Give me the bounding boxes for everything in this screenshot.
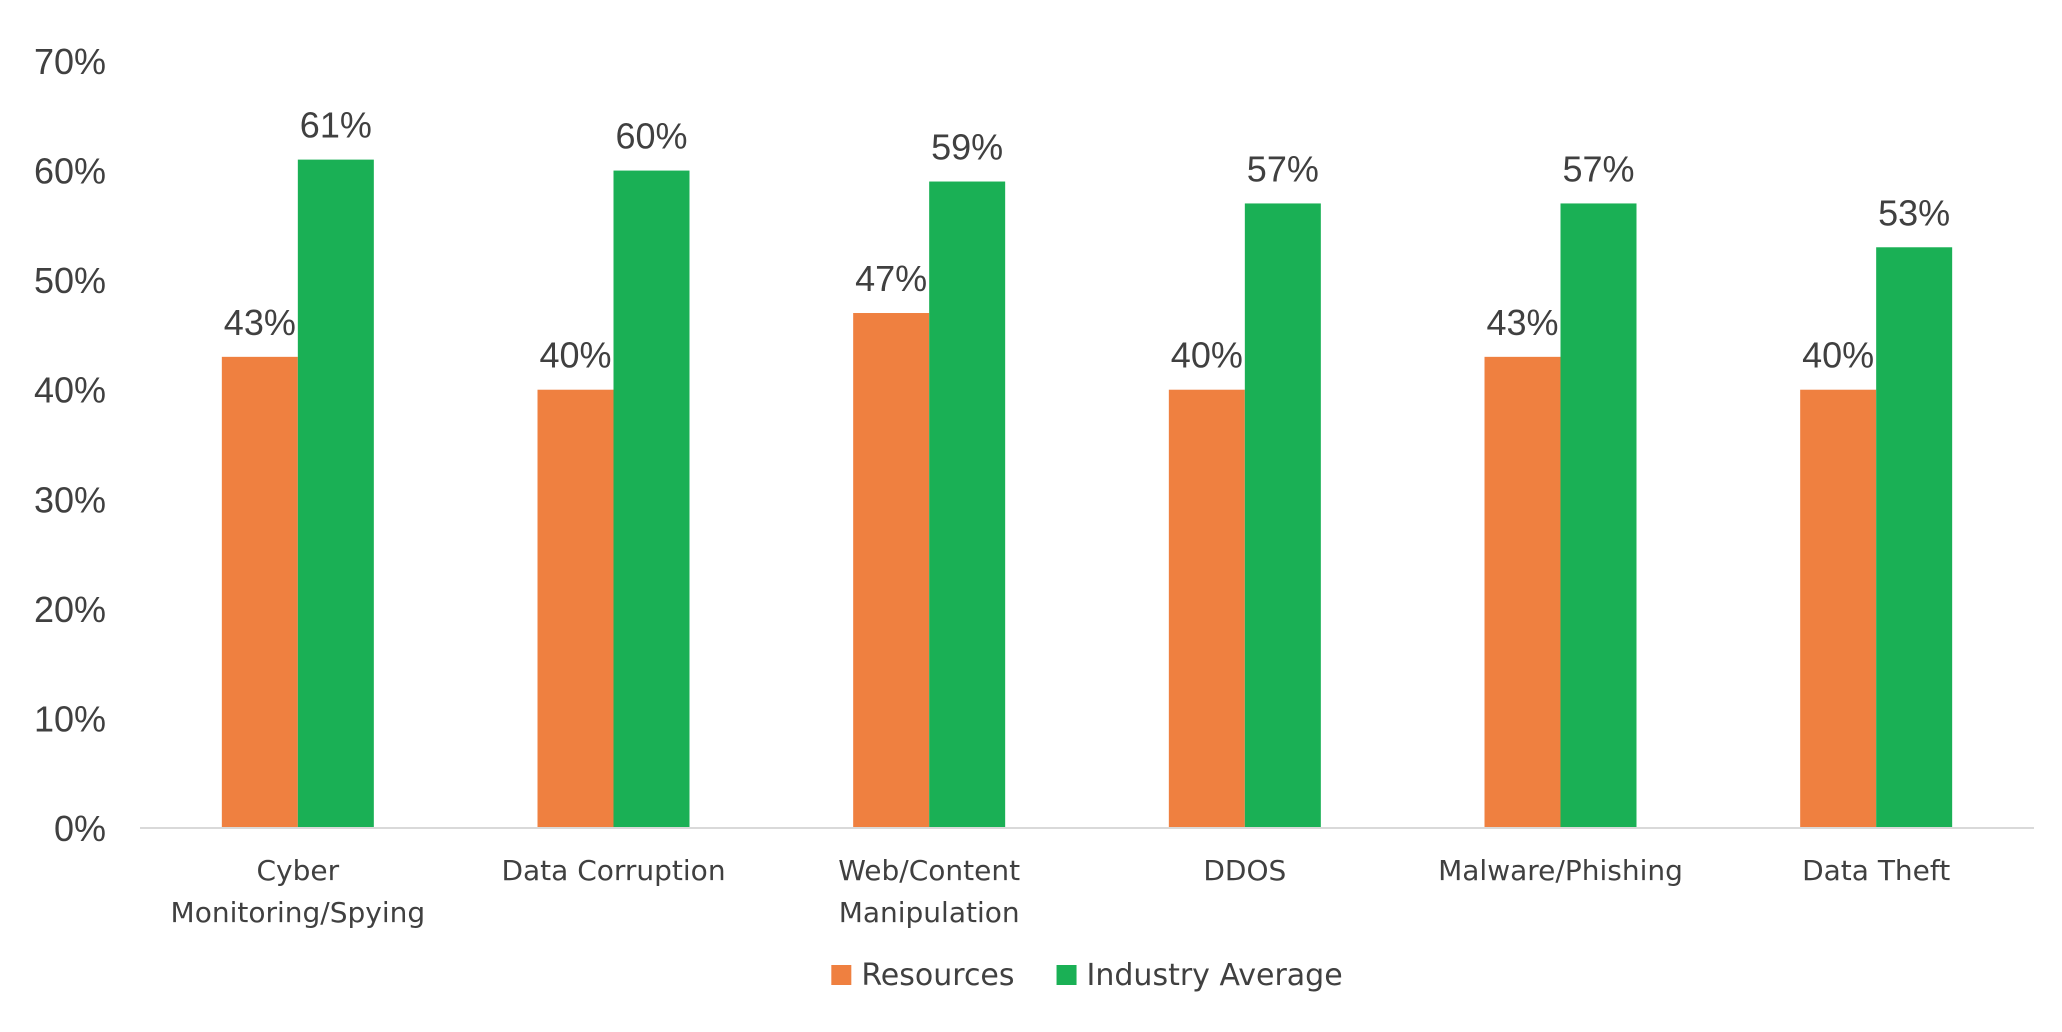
bar-industry-average: [1876, 247, 1953, 828]
category-label: Data Corruption: [501, 854, 725, 887]
y-tick-label: 10%: [34, 698, 106, 739]
category-label: Data Theft: [1802, 854, 1950, 887]
x-axis: Cyber Monitoring/Spying Data Corruption Web…: [171, 854, 1951, 929]
bar-industry-average: [929, 181, 1006, 828]
category-label: DDOS: [1203, 854, 1286, 887]
y-tick-label: 20%: [34, 589, 106, 630]
data-labels: 43% 40% 47% 40% 43% 40% 61% 60% 59% 57% 57% 53%: [224, 105, 1950, 376]
bars: [221, 159, 1953, 829]
category-label: Malware/Phishing: [1438, 854, 1683, 887]
y-tick-label: 40%: [34, 370, 106, 411]
category-label: Cyber Monitoring/Spying: [171, 854, 426, 929]
bar-resources: [221, 356, 298, 828]
legend: Resources Industry Average: [831, 958, 1343, 993]
bar-resources: [1168, 389, 1245, 828]
legend-item-resources: Resources: [831, 958, 1015, 993]
data-label: 60%: [615, 116, 687, 157]
bar-industry-average: [1244, 203, 1321, 828]
data-label: 40%: [1802, 335, 1874, 376]
bar-resources: [1800, 389, 1877, 828]
legend-label: Resources: [861, 958, 1014, 993]
category-label: Web/Content Manipulation: [838, 854, 1020, 929]
y-tick-label: 60%: [34, 151, 106, 192]
legend-item-industry-average: Industry Average: [1056, 958, 1343, 993]
bar-resources: [537, 389, 614, 828]
y-axis: 0% 10% 20% 30% 40% 50% 60% 70%: [34, 41, 106, 849]
y-tick-label: 70%: [34, 41, 106, 82]
bar-resources: [1484, 356, 1561, 828]
bar-industry-average: [613, 170, 690, 829]
data-label: 53%: [1878, 192, 1950, 233]
legend-label: Industry Average: [1087, 958, 1343, 993]
legend-swatch: [1056, 965, 1077, 985]
data-label: 40%: [539, 335, 611, 376]
data-label: 57%: [1247, 148, 1319, 189]
data-label: 40%: [1171, 335, 1243, 376]
data-label: 59%: [931, 127, 1003, 168]
bar-industry-average: [1560, 203, 1637, 828]
bar-resources: [853, 313, 930, 828]
data-label: 61%: [300, 105, 372, 146]
legend-swatch: [831, 965, 852, 985]
data-label: 47%: [855, 258, 927, 299]
data-label: 57%: [1562, 148, 1634, 189]
bar-industry-average: [297, 159, 374, 829]
y-tick-label: 30%: [34, 479, 106, 520]
y-tick-label: 0%: [54, 808, 106, 849]
data-label: 43%: [224, 302, 296, 343]
y-tick-label: 50%: [34, 260, 106, 301]
data-label: 43%: [1486, 302, 1558, 343]
